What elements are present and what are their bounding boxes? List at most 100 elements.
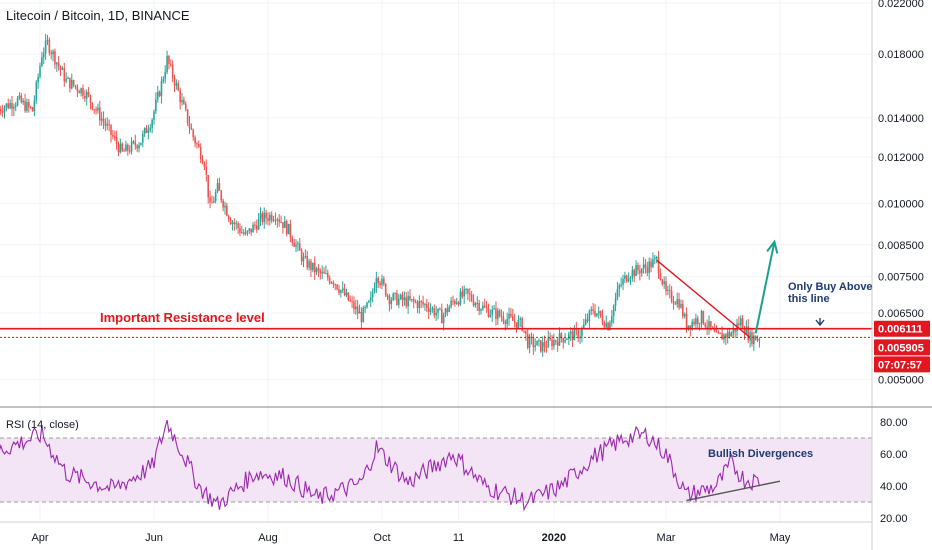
candle-body — [175, 83, 178, 86]
up-arrow-icon — [766, 239, 779, 254]
candle-body — [431, 308, 434, 310]
candle-body — [63, 68, 66, 82]
candle-body — [388, 295, 391, 305]
price-badges[interactable]: 0.006111 0.005905 07:07:57 — [874, 320, 930, 373]
candle-body — [710, 321, 712, 328]
candle-body — [278, 219, 280, 222]
candle-body — [190, 127, 193, 130]
candle-body — [76, 86, 79, 91]
candle-body — [368, 300, 370, 303]
candle-body — [14, 105, 17, 107]
candle-body — [112, 134, 114, 137]
candle-body — [569, 331, 572, 334]
candle-body — [35, 82, 38, 101]
rsi-tick-label: 80.00 — [880, 417, 908, 429]
candle-body — [487, 308, 490, 317]
candle-body — [749, 332, 751, 341]
candle-body — [414, 301, 417, 303]
candle-body — [467, 288, 469, 294]
candle-body — [26, 102, 28, 111]
candle-body — [145, 128, 148, 133]
candle-body — [353, 301, 355, 310]
candle-body — [482, 305, 484, 310]
candle-body — [674, 303, 677, 305]
candle-body — [229, 219, 232, 225]
candle-body — [179, 90, 181, 103]
candle-body — [444, 308, 447, 315]
candle-body — [590, 309, 593, 311]
candle-body — [448, 306, 451, 312]
candle-body — [665, 281, 667, 292]
candle-body — [683, 313, 686, 317]
candle-body — [22, 100, 24, 103]
candle-body — [27, 102, 30, 107]
candle-body — [452, 300, 454, 302]
candle-body — [192, 129, 195, 138]
rsi-line — [0, 419, 760, 512]
candle-body — [125, 144, 127, 152]
time-tick-label: Apr — [31, 532, 48, 544]
candle-body — [117, 144, 120, 153]
symbol-title[interactable]: Litecoin / Bitcoin, 1D, BINANCE — [6, 8, 190, 23]
rsi-tick-label: 40.00 — [880, 481, 908, 493]
candle-body — [573, 328, 576, 341]
candle-body — [293, 242, 295, 247]
candle-body — [629, 277, 632, 280]
candle-body — [269, 214, 271, 221]
candle-body — [199, 147, 202, 160]
candle-body — [454, 300, 456, 304]
candle-body — [732, 328, 735, 334]
candle-body — [495, 308, 497, 319]
candle-body — [283, 220, 286, 228]
candle-body — [493, 308, 495, 310]
candle-body — [526, 333, 529, 348]
candle-body — [440, 309, 443, 324]
candle-body — [609, 322, 611, 331]
candle-body — [113, 136, 116, 138]
candle-body — [528, 336, 531, 348]
candle-body — [170, 63, 172, 65]
candle-body — [412, 299, 415, 302]
candle-body — [657, 257, 660, 274]
candle-body — [747, 326, 750, 341]
candle-body — [119, 143, 122, 153]
candle-body — [478, 302, 480, 311]
candle-body — [564, 340, 566, 343]
candle-body — [222, 200, 224, 208]
candle-body — [390, 300, 393, 305]
price-tick-label: 0.010000 — [878, 198, 924, 210]
candle-body — [70, 79, 73, 89]
candle-body — [715, 331, 718, 333]
candle-body — [69, 77, 71, 89]
candle-body — [248, 228, 251, 231]
candle-body — [685, 313, 688, 330]
candle-body — [446, 308, 449, 312]
price-tick-label: 0.006500 — [878, 308, 924, 320]
candle-body — [708, 321, 710, 328]
candle-body — [653, 257, 656, 260]
candle-body — [627, 279, 630, 282]
candle-body — [46, 39, 49, 41]
candle-body — [721, 333, 723, 340]
price-badge-bg — [874, 320, 930, 337]
candle-body — [584, 319, 587, 325]
candle-body — [558, 333, 561, 346]
candle-body — [181, 99, 183, 103]
drawings — [0, 239, 872, 502]
candle-body — [304, 255, 307, 257]
candle-body — [571, 331, 574, 341]
candle-body — [741, 318, 744, 330]
candle-body — [523, 330, 525, 332]
candle-body — [323, 271, 325, 274]
candle-body — [588, 310, 591, 321]
candle-body — [29, 106, 32, 108]
candle-body — [463, 289, 465, 297]
candle-body — [698, 323, 701, 325]
candle-body — [594, 310, 596, 316]
candle-body — [745, 326, 748, 334]
candle-body — [566, 338, 568, 341]
candle-body — [78, 90, 81, 94]
candle-body — [56, 62, 58, 65]
candle-body — [407, 296, 409, 307]
candle-body — [91, 102, 94, 110]
